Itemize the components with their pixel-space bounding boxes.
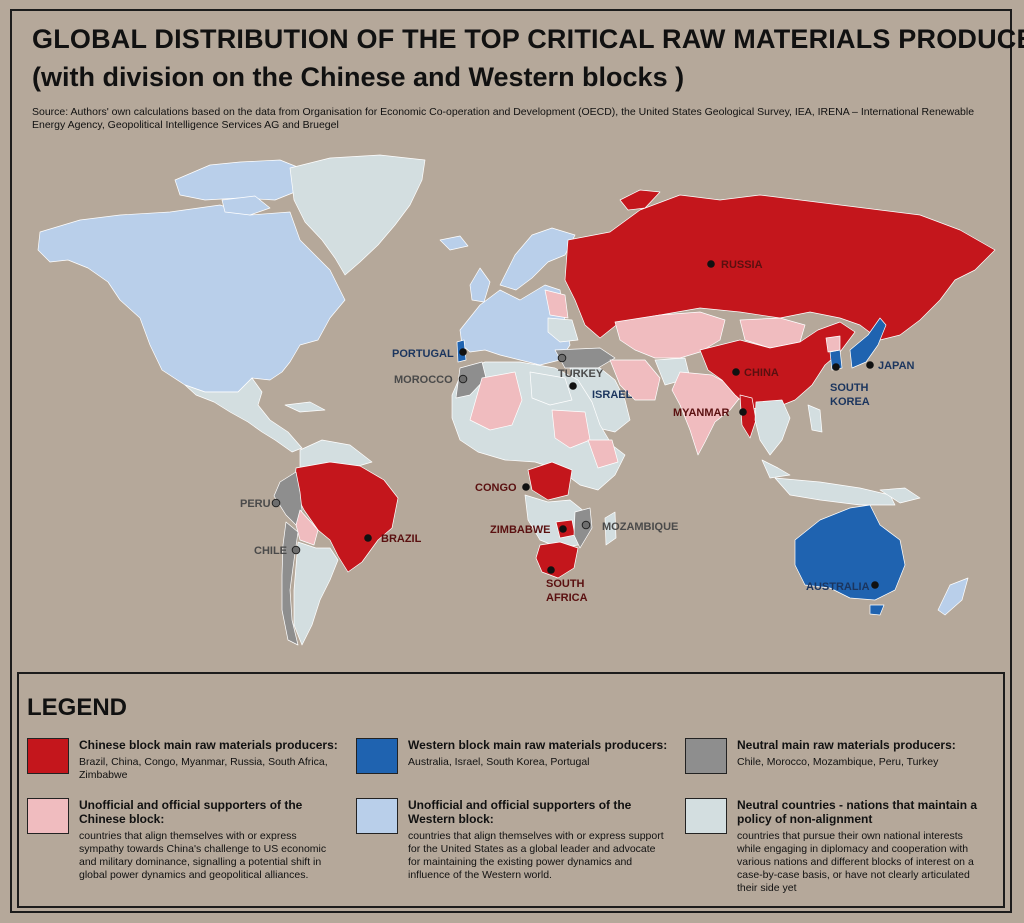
legend-swatch-chinese-main [27, 738, 69, 774]
region-bolivia [295, 509, 319, 546]
region-madagascar [604, 511, 617, 546]
label-south-africa-2: AFRICA [546, 592, 588, 604]
legend-swatch-western-main [356, 738, 398, 774]
source-note: Source: Authors' own calculations based … [32, 106, 975, 131]
region-iran [609, 359, 661, 401]
label-south-africa-1: SOUTH [546, 578, 585, 590]
label-peru: PERU [240, 498, 271, 510]
region-libya-egypt [529, 371, 573, 406]
title-line-2: (with division on the Chinese and Wester… [32, 62, 685, 92]
region-congo [527, 461, 573, 501]
region-uk [469, 267, 491, 303]
marker-myanmar [739, 408, 747, 416]
legend-desc: countries that pursue their own national… [737, 830, 974, 894]
region-ukraine [547, 317, 579, 343]
region-malaysia [761, 459, 791, 479]
label-israel: ISRAEL [592, 389, 633, 401]
region-north-america [37, 204, 346, 393]
legend-desc: Chile, Morocco, Mozambique, Peru, Turkey [737, 756, 939, 768]
legend-heading: Neutral countries - nations that maintai… [737, 798, 978, 826]
legend-heading: Unofficial and official supporters of th… [79, 798, 303, 826]
legend-heading: Neutral main raw materials producers: [737, 738, 956, 752]
legend-heading: Unofficial and official supporters of th… [408, 798, 632, 826]
region-algeria-mali [469, 371, 523, 431]
marker-turkey [557, 353, 567, 363]
legend: LEGEND Chinese block main raw materials … [17, 672, 1005, 908]
marker-australia [871, 581, 879, 589]
marker-china [732, 368, 740, 376]
marker-chile [291, 545, 301, 555]
region-central-asia [614, 311, 726, 359]
map-frame [10, 9, 1012, 913]
region-north-korea [825, 335, 841, 353]
region-turkey [554, 347, 616, 369]
region-myanmar [739, 394, 757, 439]
region-new-zealand [937, 577, 969, 616]
region-canadian-islands [174, 159, 306, 201]
legend-title: LEGEND [27, 694, 128, 721]
marker-zimbabwe [559, 525, 567, 533]
label-china: CHINA [744, 367, 779, 379]
region-cuba [284, 401, 326, 413]
region-china [699, 321, 856, 411]
label-zimbabwe: ZIMBABWE [490, 524, 551, 536]
region-novaya-zemlya [619, 189, 661, 211]
region-philippines [807, 404, 823, 433]
region-papua [879, 487, 921, 504]
marker-south-africa [547, 566, 555, 574]
label-japan: JAPAN [878, 360, 915, 372]
label-morocco: MOROCCO [394, 374, 453, 386]
marker-morocco [458, 374, 468, 384]
legend-swatch-chinese-support [27, 798, 69, 834]
marker-portugal [459, 348, 467, 356]
region-indonesia [774, 477, 896, 506]
region-tasmania [869, 604, 885, 616]
label-myanmar: MYANMAR [673, 407, 729, 419]
region-greenland [289, 154, 426, 276]
region-morocco [455, 361, 487, 399]
label-congo: CONGO [475, 482, 517, 494]
region-sudan [551, 409, 591, 449]
region-scandinavia [499, 227, 576, 291]
marker-congo [522, 483, 530, 491]
legend-desc: countries that align themselves with or … [79, 830, 327, 881]
legend-swatch-neutral-countries [685, 798, 727, 834]
region-brazil [293, 461, 399, 573]
legend-swatch-neutral-main [685, 738, 727, 774]
marker-brazil [364, 534, 372, 542]
region-southeast-asia [754, 399, 791, 456]
label-russia: RUSSIA [721, 259, 763, 271]
region-belarus [544, 289, 569, 319]
marker-south-korea [832, 363, 840, 371]
label-australia: AUSTRALIA [806, 581, 870, 593]
region-canadian-islands-2 [221, 195, 271, 216]
region-iceland [439, 235, 469, 251]
marker-russia [707, 260, 715, 268]
region-ethiopia [587, 439, 619, 469]
legend-swatch-western-support [356, 798, 398, 834]
label-turkey: TURKEY [558, 368, 604, 380]
label-mozambique: MOZAMBIQUE [602, 521, 678, 533]
label-south-korea-2: KOREA [830, 396, 870, 408]
marker-japan [866, 361, 874, 369]
legend-heading: Western block main raw materials produce… [408, 738, 668, 752]
legend-desc: Brazil, China, Congo, Myanmar, Russia, S… [79, 756, 328, 781]
legend-heading: Chinese block main raw materials produce… [79, 738, 338, 752]
label-portugal: PORTUGAL [392, 348, 454, 360]
region-argentina [293, 541, 339, 646]
label-south-korea-1: SOUTH [830, 382, 869, 394]
legend-desc: Australia, Israel, South Korea, Portugal [408, 756, 590, 768]
marker-mozambique [581, 520, 591, 530]
region-japan [849, 317, 887, 369]
region-mexico [184, 377, 303, 453]
world-map: RUSSIA CHINA JAPAN SOUTH KOREA MYANMAR P… [37, 154, 996, 646]
region-australia [794, 504, 906, 601]
marker-peru [271, 498, 281, 508]
marker-israel [569, 382, 577, 390]
title-line-1: GLOBAL DISTRIBUTION OF THE TOP CRITICAL … [32, 24, 1024, 54]
region-south-africa [535, 541, 579, 579]
label-brazil: BRAZIL [381, 533, 422, 545]
label-chile: CHILE [254, 545, 287, 557]
legend-desc: countries that align themselves with or … [408, 830, 664, 881]
